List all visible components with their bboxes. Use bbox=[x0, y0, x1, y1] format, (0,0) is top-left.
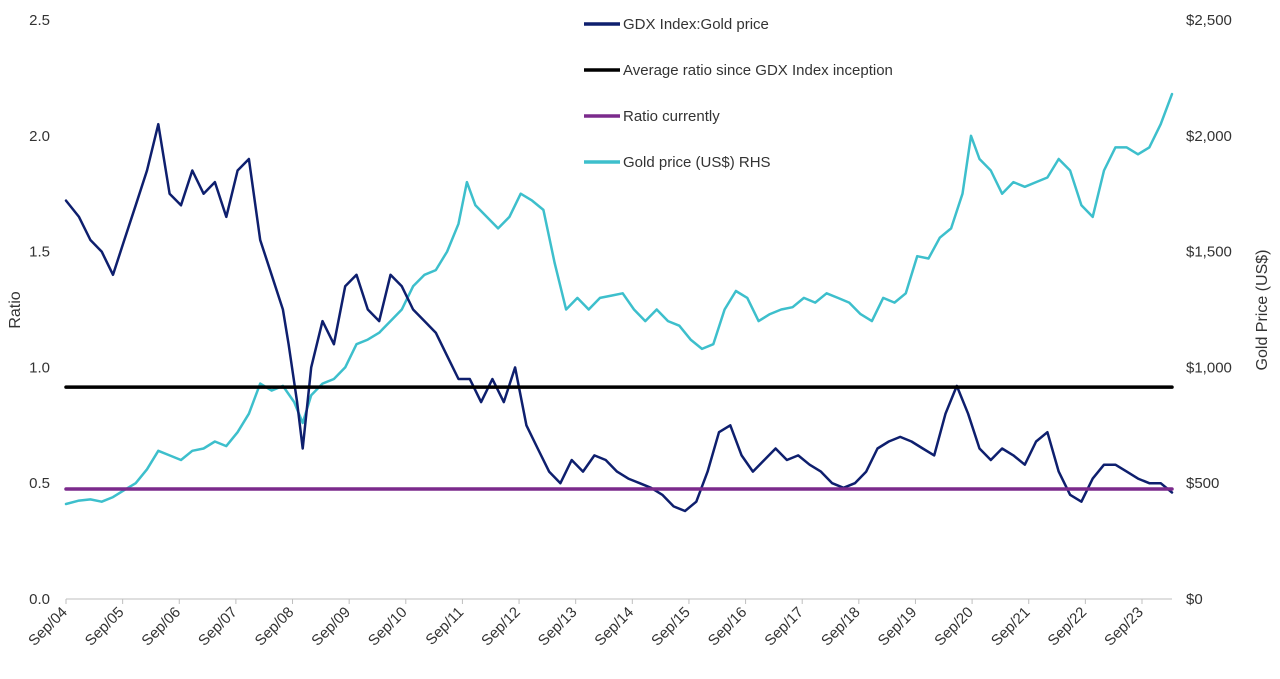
y-tick-label: 2.5 bbox=[29, 12, 50, 29]
y-tick-label: 0.5 bbox=[29, 475, 50, 492]
y2-tick-label: $2,000 bbox=[1186, 128, 1232, 145]
y2-tick-label: $2,500 bbox=[1186, 12, 1232, 29]
x-tick-label: Sep/18 bbox=[818, 604, 864, 650]
y2-axis-label: Gold Price (US$) bbox=[1254, 250, 1271, 371]
legend: GDX Index:Gold price Average ratio since … bbox=[584, 16, 893, 171]
x-tick-label: Sep/05 bbox=[82, 604, 128, 650]
x-tick-label: Sep/06 bbox=[138, 604, 184, 650]
series-line-3 bbox=[64, 92, 1174, 506]
x-tick-label: Sep/17 bbox=[761, 604, 807, 650]
x-tick-label: Sep/13 bbox=[535, 604, 581, 650]
x-tick-label: Sep/21 bbox=[988, 604, 1034, 650]
x-tick-label: Sep/11 bbox=[422, 604, 467, 649]
series-line-0 bbox=[64, 122, 1174, 513]
x-tick-label: Sep/14 bbox=[591, 604, 637, 650]
y2-axis-ticks: $0 $500 $1,000 $1,500 $2,000 $2,500 bbox=[1186, 12, 1232, 608]
x-axis-ticks: Sep/04 Sep/05 Sep/06 Sep/07 Sep/08 Sep/09 Sep/… bbox=[25, 599, 1147, 649]
y-tick-label: 0.0 bbox=[29, 591, 50, 608]
x-tick-label: Sep/23 bbox=[1101, 604, 1147, 650]
x-tick-label: Sep/04 bbox=[25, 604, 71, 650]
x-tick-label: Sep/12 bbox=[478, 604, 524, 650]
legend-label: Ratio currently bbox=[623, 108, 720, 125]
x-tick-label: Sep/22 bbox=[1045, 604, 1091, 650]
y-tick-label: 1.0 bbox=[29, 359, 50, 376]
x-tick-label: Sep/19 bbox=[875, 604, 921, 650]
x-tick-label: Sep/07 bbox=[195, 604, 241, 650]
x-tick-label: Sep/10 bbox=[365, 604, 411, 650]
y2-tick-label: $0 bbox=[1186, 591, 1203, 608]
x-tick-label: Sep/16 bbox=[705, 604, 751, 650]
series-layer bbox=[64, 92, 1174, 513]
y-axis-label: Ratio bbox=[7, 291, 24, 328]
x-tick-label: Sep/09 bbox=[308, 604, 354, 650]
legend-label: Average ratio since GDX Index inception bbox=[623, 62, 893, 79]
legend-label: GDX Index:Gold price bbox=[623, 16, 769, 33]
y2-tick-label: $1,000 bbox=[1186, 359, 1232, 376]
x-tick-label: Sep/08 bbox=[252, 604, 298, 650]
x-tick-label: Sep/15 bbox=[648, 604, 694, 650]
y2-tick-label: $1,500 bbox=[1186, 244, 1232, 261]
legend-label: Gold price (US$) RHS bbox=[623, 154, 771, 171]
y-tick-label: 1.5 bbox=[29, 244, 50, 261]
x-tick-label: Sep/20 bbox=[931, 604, 977, 650]
y2-tick-label: $500 bbox=[1186, 475, 1219, 492]
y-tick-label: 2.0 bbox=[29, 128, 50, 145]
y-axis-ticks: 0.0 0.5 1.0 1.5 2.0 2.5 bbox=[29, 12, 50, 608]
